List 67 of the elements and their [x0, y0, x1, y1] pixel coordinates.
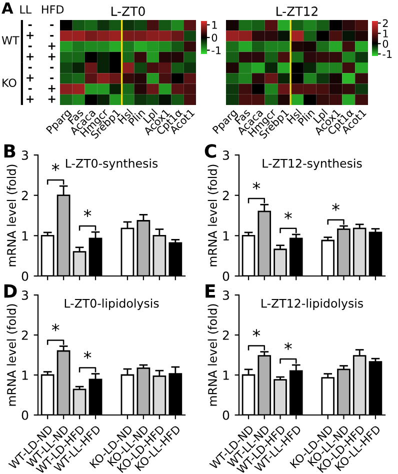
y-tick-label: 0	[22, 410, 28, 420]
chart-title: L-ZT0	[112, 6, 145, 16]
y2-tick-label: +	[48, 85, 56, 92]
y-tick-label: 2	[22, 190, 28, 200]
text: A	[2, 2, 14, 14]
y-tick-label: -	[28, 46, 32, 48]
y-tick-label: 0	[222, 410, 230, 420]
annotation: *	[252, 329, 260, 337]
color-bar-label: -1	[382, 50, 392, 58]
text: B	[4, 144, 16, 158]
y-tick-label: +	[26, 96, 34, 103]
y-tick-label: -	[28, 24, 32, 26]
color-bar-label: 0	[212, 34, 218, 42]
y-tick-label: +	[26, 74, 34, 82]
y2-tick-label: -	[50, 24, 54, 26]
annotation: *	[252, 182, 260, 190]
y-tick-label: 3	[22, 150, 28, 160]
color-bar-label: 0	[382, 40, 388, 48]
annotation: *	[284, 342, 292, 350]
y-axis-title: mRNA level (fold)	[6, 164, 18, 266]
color-bar-label: 1	[212, 21, 217, 29]
y2-tick-label: -	[50, 66, 54, 68]
y-tick-label: 2	[222, 190, 229, 200]
chart-title: L-ZT12-lipidolysis	[262, 298, 363, 310]
text: LL	[20, 5, 32, 14]
y-tick-label: 2	[22, 330, 28, 340]
y-tick-label: 1	[22, 231, 28, 240]
color-bar-label: 1	[383, 30, 388, 38]
annotation: *	[52, 324, 60, 332]
text: C	[204, 144, 216, 158]
chart-title: L-ZT0-synthesis	[66, 158, 158, 170]
text: E	[206, 284, 215, 298]
annotation: *	[284, 212, 292, 220]
chart-title: L-ZT0-lipidolysis	[64, 298, 159, 310]
y-tick-label: 1	[22, 370, 28, 380]
color-bar-label: -1	[212, 46, 221, 54]
annotation: *	[332, 203, 340, 211]
y2-tick-label: +	[48, 42, 56, 50]
y-tick-label: +	[26, 32, 34, 40]
y-axis-title: mRNA level (fold)	[208, 164, 218, 266]
annotation: *	[84, 209, 92, 217]
y-tick-label: 1	[223, 231, 229, 240]
text: KO	[2, 78, 16, 87]
annotation: *	[52, 163, 60, 171]
y-axis-title: mRNA level (fold)	[6, 304, 18, 406]
y-tick-label: 3	[22, 290, 28, 300]
y-tick-label: 2	[222, 330, 229, 340]
chart-title: L-ZT12	[276, 6, 318, 16]
y-tick-label: +	[26, 53, 34, 60]
chart-title: L-ZT12-synthesis	[262, 158, 362, 170]
y2-tick-label: +	[48, 96, 56, 103]
y2-tick-label: -	[50, 78, 54, 80]
y-tick-label: -	[28, 88, 32, 90]
text: D	[4, 284, 17, 298]
color-bar-label: 2	[382, 19, 388, 28]
y-tick-label: 3	[222, 150, 229, 160]
y-tick-label: 0	[22, 271, 28, 281]
y2-tick-label: -	[50, 35, 54, 37]
y-tick-label: 0	[222, 271, 230, 281]
annotation: *	[84, 351, 92, 359]
text: HFD	[42, 5, 64, 14]
y-tick-label: 1	[223, 370, 229, 380]
y-tick-label: 3	[222, 290, 229, 300]
y2-tick-label: +	[48, 53, 56, 60]
y-axis-title: mRNA level (fold)	[208, 304, 218, 406]
text: WT	[2, 36, 20, 44]
y-tick-label: -	[28, 66, 32, 68]
